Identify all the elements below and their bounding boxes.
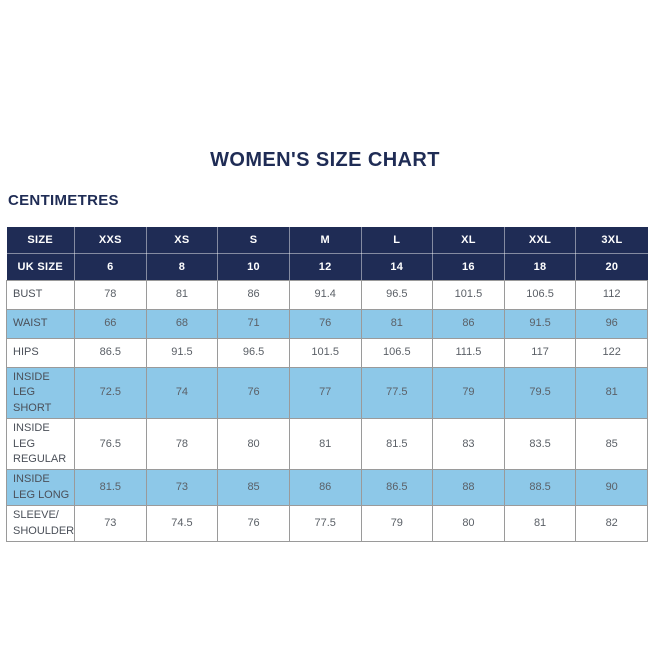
table-row: BUST 78 81 86 91.4 96.5 101.5 106.5 112 — [6, 280, 648, 310]
value-cell: 86 — [432, 309, 505, 339]
value-cell: 90 — [575, 469, 648, 507]
value-cell: 112 — [575, 280, 648, 310]
value-cell: 111.5 — [432, 338, 505, 368]
row-label-cell: WAIST — [6, 309, 75, 339]
header-value-cell: 20 — [575, 253, 648, 281]
table-row: INSIDE LEG REGULAR 76.5 78 80 81 81.5 83 83.5 85 — [6, 418, 648, 471]
header-value-cell: XXS — [74, 227, 147, 254]
value-cell: 106.5 — [360, 338, 434, 368]
table-body: BUST 78 81 86 91.4 96.5 101.5 106.5 112 WAIST 66 68… — [6, 280, 648, 542]
value-cell: 79 — [360, 505, 434, 542]
value-cell: 81 — [503, 505, 577, 542]
header-row: UK SIZE 6 8 10 12 14 16 18 20 — [6, 253, 648, 281]
value-cell: 83.5 — [503, 418, 577, 471]
table-row: WAIST 66 68 71 76 81 86 91.5 96 — [6, 309, 648, 339]
value-cell: 68 — [145, 309, 219, 339]
value-cell: 80 — [432, 505, 505, 542]
header-row: SIZE XXS XS S M L XL XXL 3XL — [6, 227, 648, 254]
value-cell: 91.5 — [503, 309, 577, 339]
row-label-cell: INSIDE LEG LONG — [6, 469, 75, 507]
value-cell: 83 — [432, 418, 505, 471]
value-cell: 76.5 — [74, 418, 147, 471]
value-cell: 80 — [217, 418, 290, 471]
value-cell: 81 — [288, 418, 362, 471]
value-cell: 72.5 — [74, 366, 147, 420]
header-value-cell: L — [360, 227, 434, 254]
table-header: SIZE XXS XS S M L XL XXL 3XL UK SIZE 6 8 10 12 14 16 18 2… — [6, 227, 648, 281]
header-value-cell: 12 — [288, 253, 362, 281]
value-cell: 96.5 — [360, 280, 434, 310]
value-cell: 86.5 — [74, 338, 147, 368]
value-cell: 79.5 — [503, 366, 577, 420]
value-cell: 85 — [575, 418, 648, 471]
table-row: SLEEVE/ SHOULDER 73 74.5 76 77.5 79 80 81 82 — [6, 505, 648, 542]
value-cell: 81 — [575, 366, 648, 420]
value-cell: 76 — [217, 505, 290, 542]
value-cell: 66 — [74, 309, 147, 339]
table-row: INSIDE LEG SHORT 72.5 74 76 77 77.5 79 79.5 81 — [6, 366, 648, 420]
value-cell: 78 — [145, 418, 219, 471]
value-cell: 81 — [145, 280, 219, 310]
row-label-cell: SLEEVE/ SHOULDER — [6, 505, 75, 542]
header-value-cell: XS — [145, 227, 219, 254]
value-cell: 78 — [74, 280, 147, 310]
row-label-cell: INSIDE LEG REGULAR — [6, 418, 75, 471]
value-cell: 79 — [432, 366, 505, 420]
header-value-cell: XXL — [503, 227, 577, 254]
value-cell: 81.5 — [360, 418, 434, 471]
header-value-cell: 18 — [503, 253, 577, 281]
value-cell: 96 — [575, 309, 648, 339]
value-cell: 73 — [145, 469, 219, 507]
value-cell: 82 — [575, 505, 648, 542]
value-cell: 76 — [217, 366, 290, 420]
header-label-cell: UK SIZE — [6, 253, 75, 281]
value-cell: 77.5 — [360, 366, 434, 420]
value-cell: 88 — [432, 469, 505, 507]
page-title: WOMEN'S SIZE CHART — [210, 149, 440, 171]
value-cell: 81.5 — [74, 469, 147, 507]
unit-label: CENTIMETRES — [8, 192, 119, 209]
value-cell: 117 — [503, 338, 577, 368]
value-cell: 122 — [575, 338, 648, 368]
row-label-cell: INSIDE LEG SHORT — [6, 366, 75, 420]
value-cell: 81 — [360, 309, 434, 339]
row-label-cell: HIPS — [6, 338, 75, 368]
value-cell: 88.5 — [503, 469, 577, 507]
table-row: INSIDE LEG LONG 81.5 73 85 86 86.5 88 88.5 90 — [6, 469, 648, 507]
value-cell: 77.5 — [288, 505, 362, 542]
value-cell: 71 — [217, 309, 290, 339]
size-chart-table: SIZE XXS XS S M L XL XXL 3XL UK SIZE 6 8 10 12 14 16 18 2… — [6, 227, 648, 542]
header-value-cell: 8 — [145, 253, 219, 281]
table-row: HIPS 86.5 91.5 96.5 101.5 106.5 111.5 117 122 — [6, 338, 648, 368]
value-cell: 77 — [288, 366, 362, 420]
value-cell: 74.5 — [145, 505, 219, 542]
header-label-cell: SIZE — [6, 227, 75, 254]
header-value-cell: M — [288, 227, 362, 254]
value-cell: 91.4 — [288, 280, 362, 310]
value-cell: 86.5 — [360, 469, 434, 507]
value-cell: 76 — [288, 309, 362, 339]
value-cell: 85 — [217, 469, 290, 507]
header-value-cell: 3XL — [575, 227, 648, 254]
value-cell: 74 — [145, 366, 219, 420]
header-value-cell: 16 — [432, 253, 505, 281]
header-value-cell: XL — [432, 227, 505, 254]
value-cell: 101.5 — [432, 280, 505, 310]
value-cell: 91.5 — [145, 338, 219, 368]
row-label-cell: BUST — [6, 280, 75, 310]
header-value-cell: 10 — [217, 253, 290, 281]
value-cell: 86 — [288, 469, 362, 507]
header-value-cell: 14 — [360, 253, 434, 281]
value-cell: 106.5 — [503, 280, 577, 310]
value-cell: 86 — [217, 280, 290, 310]
value-cell: 96.5 — [217, 338, 290, 368]
value-cell: 101.5 — [288, 338, 362, 368]
header-value-cell: S — [217, 227, 290, 254]
value-cell: 73 — [74, 505, 147, 542]
header-value-cell: 6 — [74, 253, 147, 281]
